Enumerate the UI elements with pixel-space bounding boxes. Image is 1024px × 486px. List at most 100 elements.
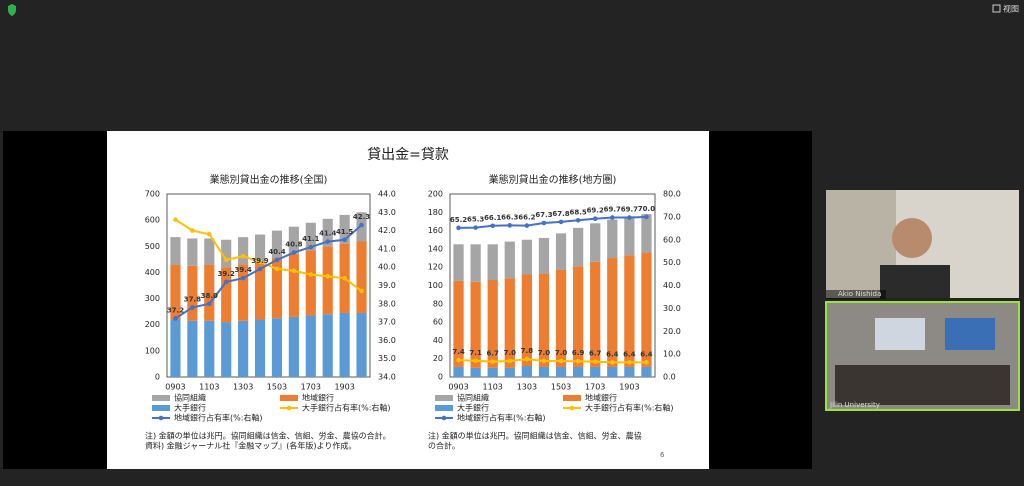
legend-label: 地域銀行: [585, 393, 617, 403]
bar: [521, 366, 532, 377]
bar: [254, 261, 266, 320]
data-label: 65.2: [450, 216, 467, 224]
line-marker: [173, 217, 178, 222]
line-marker: [490, 359, 496, 364]
x-tick-label: 1903: [619, 383, 639, 392]
y2-tick-label: 70.0: [663, 212, 681, 221]
line-marker: [342, 237, 347, 243]
y2-tick-label: 10.0: [663, 350, 681, 359]
data-label: 7.1: [469, 349, 482, 357]
line-marker: [524, 223, 530, 228]
bar: [204, 238, 215, 265]
video-map: [945, 318, 995, 350]
bar: [538, 366, 550, 377]
line-marker: [627, 360, 632, 365]
line: [458, 358, 647, 364]
legend-swatch: [441, 415, 447, 421]
y-tick-label: 400: [145, 268, 160, 277]
line-marker: [359, 288, 364, 294]
x-tick-label: 1303: [517, 383, 537, 392]
view-icon[interactable]: [992, 4, 1001, 13]
line-marker: [325, 239, 331, 244]
legend-swatch: [280, 395, 298, 401]
y-tick-label: 200: [145, 320, 160, 329]
bar: [521, 274, 532, 367]
bar: [555, 269, 567, 367]
legend-label: 大手銀行: [457, 403, 489, 413]
bar: [305, 222, 316, 251]
bar: [271, 318, 283, 377]
y-tick-label: 300: [145, 294, 160, 303]
data-label: 38.0: [201, 292, 218, 300]
slide-title: 貸出金=貸款: [367, 147, 449, 163]
bar: [187, 265, 198, 321]
x-tick-label: 1503: [267, 383, 287, 392]
y2-tick-label: 30.0: [663, 304, 681, 313]
y-tick-label: 180: [428, 208, 443, 217]
line-marker: [190, 305, 195, 310]
y2-tick-label: 20.0: [663, 327, 681, 336]
bar: [170, 237, 181, 265]
bar: [170, 264, 181, 320]
security-icon: [8, 4, 16, 16]
data-label: 40.8: [285, 241, 302, 249]
y-tick-label: 100: [428, 281, 443, 290]
video-person: [892, 218, 932, 258]
line-marker: [291, 268, 297, 274]
line-marker: [575, 358, 581, 364]
bar: [590, 261, 601, 367]
x-tick-label: 0903: [448, 383, 468, 392]
line-marker: [558, 219, 564, 225]
data-label: 42.3: [353, 213, 370, 221]
bar: [187, 238, 198, 266]
plot-frame: [449, 193, 656, 378]
participant-name: Jilin University: [829, 401, 880, 409]
data-label: 6.7: [487, 350, 500, 358]
y-tick-label: 40: [433, 336, 443, 345]
view-button[interactable]: 视图: [1003, 4, 1019, 14]
video-person: [880, 265, 950, 298]
data-label: 7.8: [521, 347, 534, 355]
bar: [453, 244, 464, 281]
legend-label: 大手銀行: [174, 403, 206, 413]
data-label: 41.4: [319, 230, 336, 238]
line-marker: [223, 257, 229, 263]
line-marker: [308, 244, 314, 250]
y2-tick-label: 60.0: [663, 235, 681, 244]
x-tick-label: 1103: [199, 383, 219, 392]
legend-swatch: [563, 395, 581, 401]
data-label: 7.0: [504, 349, 517, 357]
bar: [470, 244, 481, 282]
bar: [271, 258, 283, 319]
note: の合計。: [428, 441, 460, 451]
legend-label: 協同組織: [174, 393, 206, 403]
bar: [607, 258, 618, 367]
y2-tick-label: 40.0: [378, 263, 396, 272]
y-tick-label: 120: [428, 263, 443, 272]
line-marker: [524, 356, 530, 362]
bar: [453, 280, 464, 367]
y2-tick-label: 36.0: [378, 336, 396, 345]
bar: [641, 366, 652, 377]
line-marker: [490, 223, 496, 229]
data-label: 70.0: [638, 205, 655, 213]
data-label: 65.3: [467, 216, 484, 224]
bar: [641, 214, 652, 253]
line-marker: [558, 358, 564, 364]
data-label: 39.4: [234, 266, 251, 274]
y2-tick-label: 50.0: [663, 258, 681, 267]
x-tick-label: 1503: [551, 383, 571, 392]
y-tick-label: 60: [433, 318, 443, 327]
data-label: 6.4: [623, 350, 636, 358]
line-marker: [541, 220, 547, 226]
bar: [487, 280, 498, 368]
line-marker: [609, 360, 615, 365]
data-label: 67.8: [552, 210, 569, 218]
data-label: 7.0: [538, 349, 551, 357]
name-bg: [826, 290, 886, 299]
legend-swatch: [286, 405, 292, 411]
x-tick-label: 1903: [334, 383, 354, 392]
bar: [538, 273, 550, 367]
line-marker: [206, 231, 212, 237]
line-marker: [627, 215, 632, 220]
